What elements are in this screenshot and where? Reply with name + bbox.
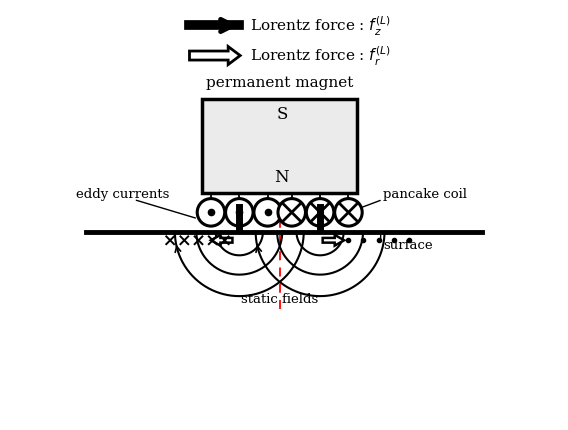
Text: permanent magnet: permanent magnet xyxy=(206,76,353,90)
Circle shape xyxy=(335,199,362,227)
Circle shape xyxy=(197,199,225,227)
Text: S: S xyxy=(276,106,287,123)
FancyArrow shape xyxy=(211,235,232,246)
Text: surface: surface xyxy=(383,239,432,252)
Text: static fields: static fields xyxy=(241,292,318,305)
Text: Lorentz force : $f_z^{(L)}$: Lorentz force : $f_z^{(L)}$ xyxy=(249,15,390,38)
Circle shape xyxy=(225,199,253,227)
Text: N: N xyxy=(274,169,289,186)
FancyArrow shape xyxy=(323,235,344,246)
Circle shape xyxy=(306,199,334,227)
Circle shape xyxy=(278,199,306,227)
Circle shape xyxy=(254,199,281,227)
FancyArrow shape xyxy=(190,47,240,65)
Text: Lorentz force : $f_r^{(L)}$: Lorentz force : $f_r^{(L)}$ xyxy=(249,45,390,68)
Text: pancake coil: pancake coil xyxy=(383,187,467,200)
Text: eddy currents: eddy currents xyxy=(76,187,169,200)
Bar xyxy=(202,99,357,194)
